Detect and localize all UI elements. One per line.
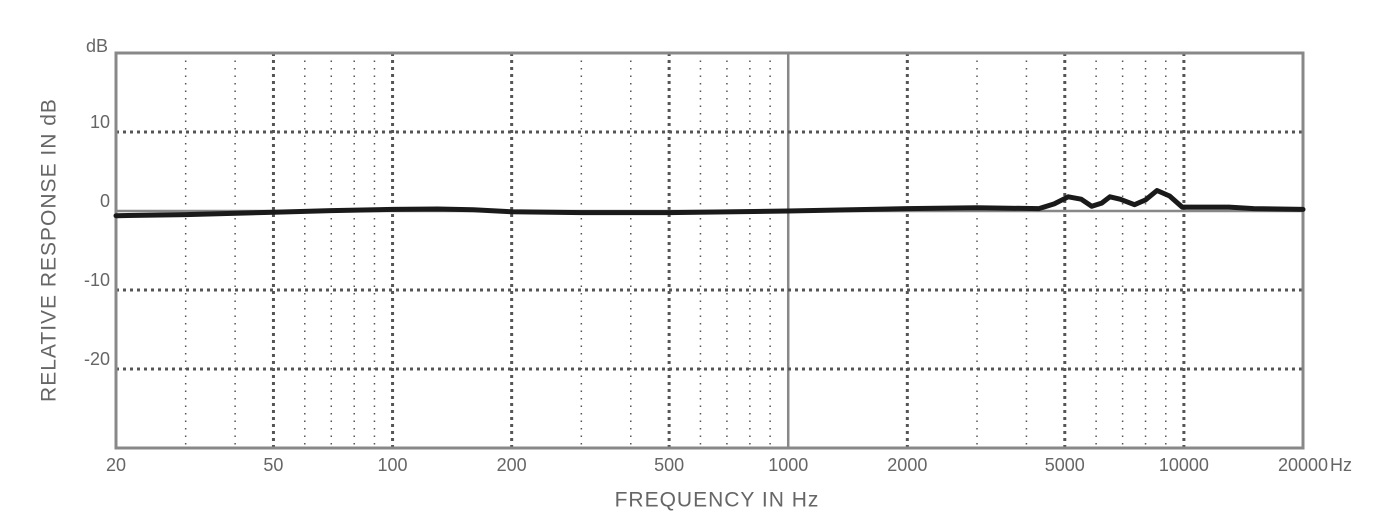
x-tick-label: 2000 [887,455,927,475]
x-tick-label: 20000 [1278,455,1328,475]
y-tick-label: -20 [84,349,110,369]
x-axis-label: FREQUENCY IN Hz [615,489,820,512]
x-tick-label: 50 [263,455,283,475]
x-unit: Hz [1330,455,1352,475]
y-tick-label: 0 [100,191,110,211]
response-curve [113,188,1306,219]
y-tick-label: 10 [90,112,110,132]
y-tick-label: -10 [84,270,110,290]
x-tick-label: 1000 [768,455,808,475]
x-tick-label: 100 [378,455,408,475]
x-tick-label: 500 [654,455,684,475]
y-axis-label: RELATIVE RESPONSE IN dB [38,98,61,402]
x-tick-label: 5000 [1045,455,1085,475]
x-tick-label: 20 [106,455,126,475]
x-tick-label: 10000 [1159,455,1209,475]
plot-frame [114,51,1305,450]
y-unit: dB [86,36,108,56]
x-tick-label: 200 [497,455,527,475]
